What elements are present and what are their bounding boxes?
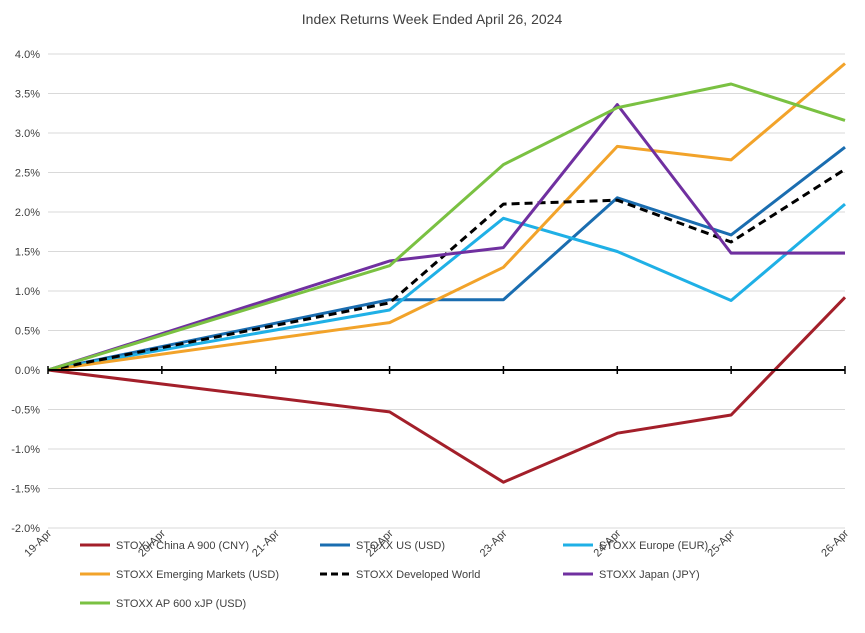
y-tick-label: 0.5% <box>15 326 40 338</box>
legend-label: STOXX US (USD) <box>356 540 445 552</box>
y-tick-label: 1.0% <box>15 286 40 298</box>
series-line <box>47 168 846 372</box>
legend-item: STOXX Japan (JPY) <box>563 569 700 581</box>
series-line <box>47 146 846 372</box>
y-tick-label: -1.5% <box>11 484 40 496</box>
legend-label: STOXX China A 900 (CNY) <box>116 540 249 552</box>
y-tick-label: 4.0% <box>15 49 40 61</box>
y-tick-label: 2.5% <box>15 168 40 180</box>
series-line <box>47 296 847 484</box>
y-tick-label: 0.0% <box>15 365 40 377</box>
series-line <box>47 103 845 372</box>
legend-label: STOXX Europe (EUR) <box>599 540 708 552</box>
x-axis <box>47 366 846 374</box>
series-line <box>47 202 846 372</box>
legend-item: STOXX Europe (EUR) <box>563 540 708 552</box>
legend-label: STOXX Developed World <box>356 569 480 581</box>
legend-label: STOXX Japan (JPY) <box>599 569 700 581</box>
legend: STOXX China A 900 (CNY) STOXX US (USD) STO… <box>80 540 708 610</box>
y-tick-label: 3.5% <box>15 89 40 101</box>
legend-item: STOXX Developed World <box>320 569 480 581</box>
y-tick-label: -2.0% <box>11 523 40 535</box>
y-tick-label: -1.0% <box>11 444 40 456</box>
series-line <box>47 62 846 372</box>
y-tick-label: -0.5% <box>11 405 40 417</box>
series-lines <box>47 62 847 484</box>
y-axis-tick-labels: 4.0% 3.5% 3.0% 2.5% 2.0% 1.5% 1.0% 0.5% 0.0% -0.5… <box>11 49 40 535</box>
y-tick-label: 3.0% <box>15 128 40 140</box>
legend-item: STOXX AP 600 xJP (USD) <box>80 598 246 610</box>
y-tick-label: 1.5% <box>15 247 40 259</box>
legend-item: STOXX Emerging Markets (USD) <box>80 569 279 581</box>
chart-title: Index Returns Week Ended April 26, 2024 <box>302 11 563 27</box>
series-line <box>47 82 846 372</box>
legend-label: STOXX AP 600 xJP (USD) <box>116 598 246 610</box>
y-tick-label: 2.0% <box>15 207 40 219</box>
legend-item: STOXX China A 900 (CNY) <box>80 540 249 552</box>
legend-label: STOXX Emerging Markets (USD) <box>116 569 279 581</box>
legend-item: STOXX US (USD) <box>320 540 445 552</box>
